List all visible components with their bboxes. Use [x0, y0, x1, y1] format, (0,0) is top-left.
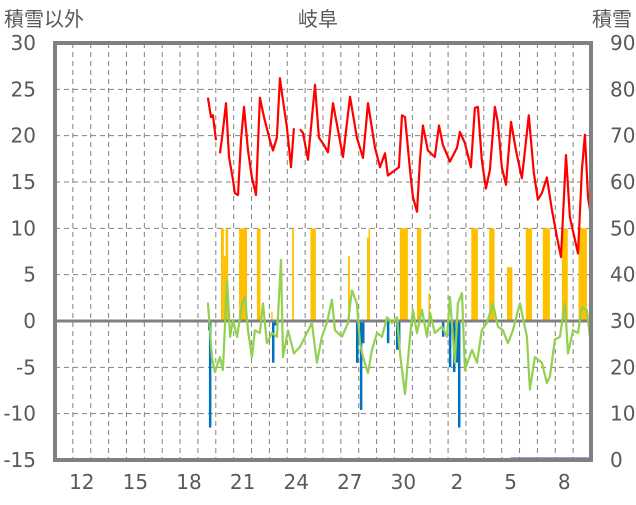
precip-bar — [366, 237, 369, 321]
left-tick-label: 5 — [23, 263, 36, 287]
precip-bar — [542, 228, 550, 321]
temperature-line — [206, 97, 218, 141]
x-tick-label: 5 — [504, 470, 517, 494]
blue-bar — [448, 321, 452, 368]
precip-bar — [399, 228, 408, 321]
left-tick-label: -5 — [16, 355, 36, 379]
right-tick-label: 80 — [610, 77, 635, 101]
precip-bar — [471, 228, 478, 321]
plot-marks — [55, 77, 593, 461]
blue-bar — [386, 321, 390, 344]
blue-bar — [456, 321, 459, 363]
left-axis-title: 積雪以外 — [4, 7, 84, 31]
left-tick-label: -15 — [3, 448, 36, 472]
right-tick-label: 0 — [610, 448, 623, 472]
x-tick-label: 18 — [176, 470, 201, 494]
precip-bar — [310, 228, 316, 321]
right-tick-label: 40 — [610, 263, 635, 287]
x-tick-label: 8 — [558, 470, 571, 494]
temperature-line — [218, 77, 295, 197]
blue-bar — [271, 321, 275, 363]
right-axis-title: 積雪 — [592, 7, 632, 31]
gridlines — [55, 43, 591, 460]
x-tick-label: 2 — [451, 470, 464, 494]
blue-bar — [457, 321, 461, 428]
precip-bar — [271, 311, 273, 321]
x-tick-label: 24 — [283, 470, 308, 494]
precip-bar — [239, 228, 248, 321]
blue-bar — [273, 321, 277, 326]
left-tick-label: 30 — [11, 31, 36, 55]
axes: 302520151050-5-10-1590807060504030201001… — [3, 31, 635, 494]
left-tick-label: 0 — [23, 309, 36, 333]
blue-bar — [208, 321, 212, 428]
blue-bar — [355, 321, 359, 363]
blue-bar — [395, 321, 399, 350]
blue-bar — [359, 321, 363, 410]
x-tick-label: 27 — [337, 470, 362, 494]
right-tick-label: 50 — [610, 216, 635, 240]
precip-bar — [507, 267, 513, 321]
plot-frame — [53, 41, 593, 462]
precip-bar — [225, 228, 229, 321]
precip-bar — [489, 228, 495, 321]
x-tick-label: 12 — [69, 470, 94, 494]
right-tick-label: 90 — [610, 31, 635, 55]
x-tick-label: 15 — [123, 470, 148, 494]
left-tick-label: 10 — [11, 216, 36, 240]
precip-bar — [292, 228, 294, 321]
right-tick-label: 20 — [610, 355, 635, 379]
chart-title: 岐阜 — [298, 7, 338, 31]
precip-bar — [368, 228, 371, 321]
left-tick-label: 25 — [11, 77, 36, 101]
precip-bar — [525, 228, 533, 321]
right-tick-label: 10 — [610, 402, 635, 426]
right-tick-label: 30 — [610, 309, 635, 333]
right-tick-label: 60 — [610, 170, 635, 194]
left-tick-label: -10 — [3, 402, 36, 426]
right-tick-label: 70 — [610, 124, 635, 148]
green-line — [206, 258, 591, 396]
x-tick-label: 30 — [391, 470, 416, 494]
blue-bar — [362, 321, 365, 344]
left-tick-label: 20 — [11, 124, 36, 148]
precip-bar — [578, 228, 587, 321]
temperature-line — [299, 83, 593, 259]
precip-bar — [220, 228, 224, 321]
precip-bar — [223, 256, 226, 321]
precip-bar — [256, 228, 261, 321]
x-tick-label: 21 — [230, 470, 255, 494]
precip-bar — [428, 293, 430, 321]
precip-bar — [561, 228, 568, 321]
precip-bar — [416, 228, 422, 321]
precip-bar — [348, 256, 350, 321]
left-tick-label: 15 — [11, 170, 36, 194]
